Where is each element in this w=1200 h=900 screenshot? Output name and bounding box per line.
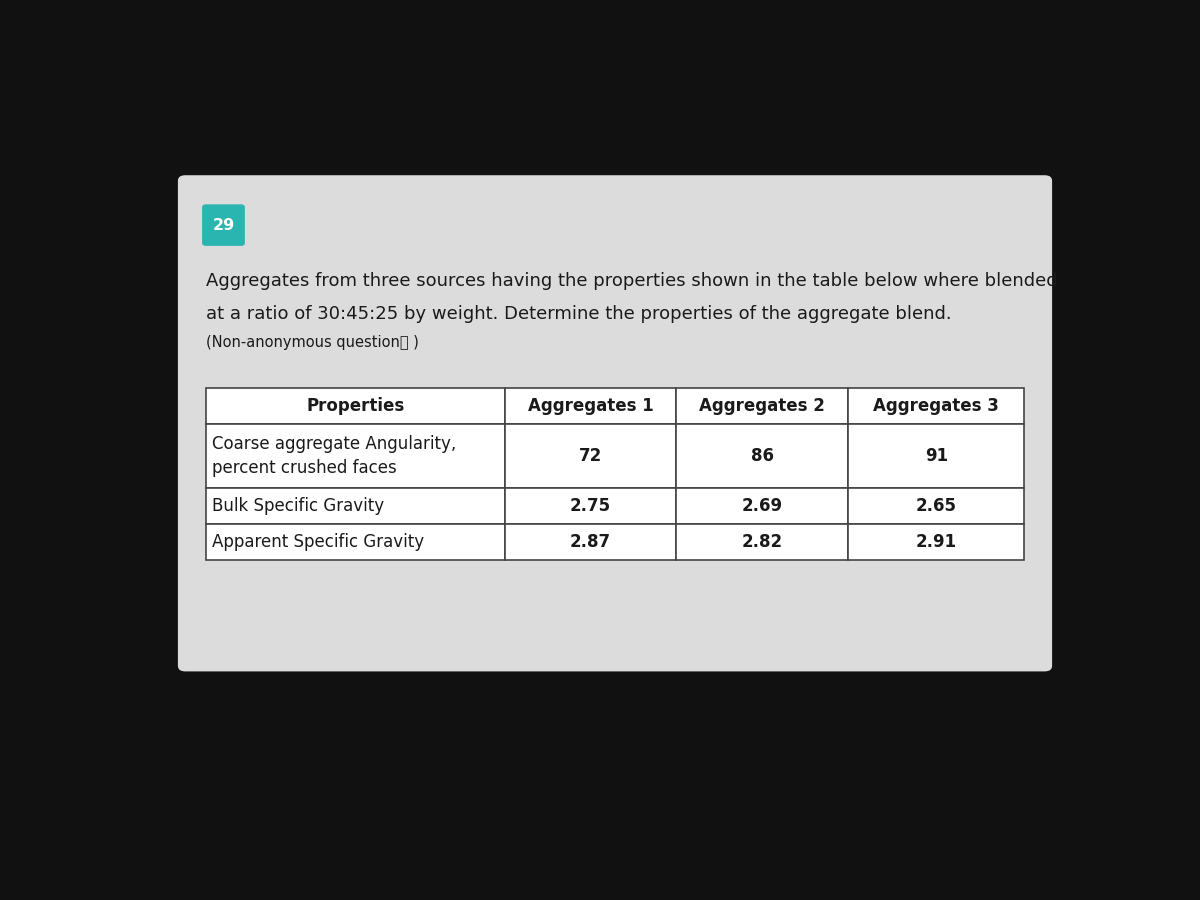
Text: Bulk Specific Gravity: Bulk Specific Gravity	[212, 497, 384, 515]
Bar	[848, 524, 1025, 560]
Text: 29: 29	[212, 218, 234, 232]
Text: Coarse aggregate Angularity,
percent crushed faces: Coarse aggregate Angularity, percent cru…	[212, 435, 456, 477]
Text: 2.82: 2.82	[742, 533, 782, 551]
Bar	[677, 524, 848, 560]
Bar	[206, 524, 504, 560]
Bar	[677, 488, 848, 524]
FancyBboxPatch shape	[202, 204, 245, 246]
FancyBboxPatch shape	[178, 176, 1052, 671]
Bar	[677, 388, 848, 424]
Bar	[206, 488, 504, 524]
Text: 2.87: 2.87	[570, 533, 611, 551]
Text: 72: 72	[578, 447, 602, 465]
Bar	[848, 488, 1025, 524]
Text: 86: 86	[751, 447, 774, 465]
Text: Properties: Properties	[306, 397, 404, 415]
Text: (Non-anonymous questionⓘ ): (Non-anonymous questionⓘ )	[206, 336, 419, 350]
Text: Aggregates 2: Aggregates 2	[700, 397, 826, 415]
Bar	[848, 388, 1025, 424]
Text: Aggregates 1: Aggregates 1	[528, 397, 653, 415]
Text: 2.69: 2.69	[742, 497, 782, 515]
Bar	[504, 388, 677, 424]
Bar	[206, 388, 504, 424]
Text: 2.91: 2.91	[916, 533, 956, 551]
Bar	[504, 424, 677, 488]
Bar	[848, 424, 1025, 488]
Bar	[206, 424, 504, 488]
Text: at a ratio of 30:45:25 by weight. Determine the properties of the aggregate blen: at a ratio of 30:45:25 by weight. Determ…	[206, 305, 952, 323]
Text: Aggregates from three sources having the properties shown in the table below whe: Aggregates from three sources having the…	[206, 273, 1057, 291]
Bar	[504, 524, 677, 560]
Bar	[677, 424, 848, 488]
Text: Aggregates 3: Aggregates 3	[874, 397, 1000, 415]
Text: 2.75: 2.75	[570, 497, 611, 515]
Text: 2.65: 2.65	[916, 497, 956, 515]
Bar	[504, 488, 677, 524]
Text: Apparent Specific Gravity: Apparent Specific Gravity	[212, 533, 425, 551]
Text: 91: 91	[925, 447, 948, 465]
